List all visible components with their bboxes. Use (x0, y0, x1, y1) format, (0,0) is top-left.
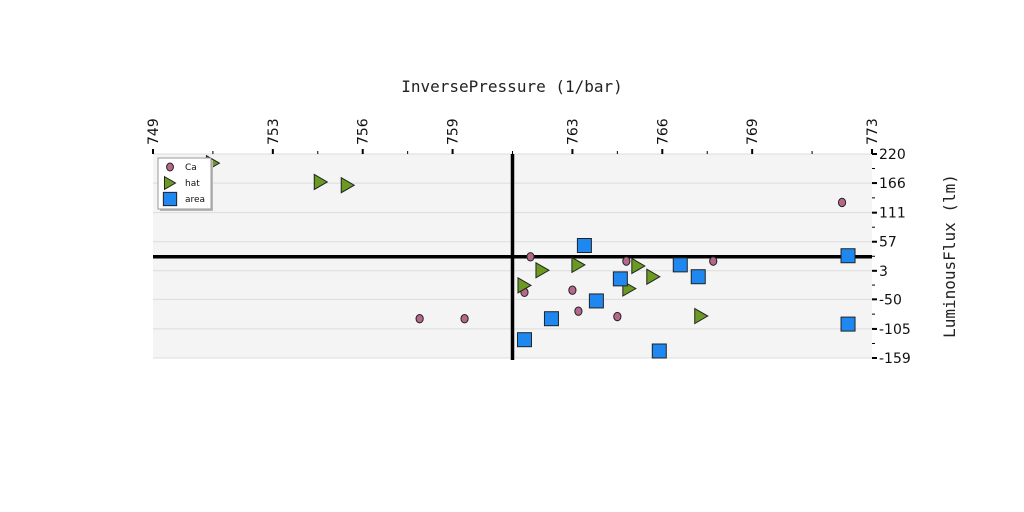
data-point-area (612, 271, 628, 287)
data-point-Ca (460, 314, 469, 324)
y-tick-label: 166 (879, 176, 906, 192)
data-point-area (690, 269, 706, 285)
axes: 220 166 111 57 3 -50 -105 -159 749 753 756 759 763 76… (146, 118, 911, 367)
data-point-hat (517, 276, 532, 294)
data-point-Ca (613, 311, 622, 322)
y-axis-title: LuminousFlux (lm) (940, 174, 959, 338)
x-tick-label: 753 (266, 118, 282, 145)
data-point-area (576, 238, 592, 254)
legend-marker-hat (163, 175, 177, 191)
data-point-Ca (837, 197, 847, 208)
data-point-hat (694, 307, 709, 325)
data-point-area (651, 343, 667, 359)
legend-label-Ca: Ca (185, 163, 197, 173)
data-point-hat (631, 257, 646, 275)
x-axis-title: InversePressure (1/bar) (401, 77, 623, 96)
x-tick-label: 769 (745, 118, 761, 145)
y-tick-label: -50 (879, 292, 902, 308)
data-points (205, 154, 856, 359)
x-tick-label: 756 (356, 118, 372, 145)
x-tick-label: 766 (655, 118, 671, 145)
y-tick-label: 57 (879, 235, 897, 251)
legend-label-hat: hat (185, 179, 200, 189)
x-tick-label: 759 (446, 118, 462, 145)
y-tick-label: 111 (879, 206, 906, 222)
legend-label-area: area (185, 195, 205, 205)
y-tick-label: -159 (879, 351, 911, 367)
data-point-Ca (574, 306, 583, 316)
y-tick-label: 3 (879, 264, 888, 280)
data-point-hat (646, 268, 661, 286)
y-tick-label: 220 (879, 147, 906, 163)
data-point-Ca (526, 252, 535, 262)
legend: Ca hat area (157, 157, 213, 211)
data-point-hat (313, 173, 329, 191)
data-point-area (840, 316, 856, 332)
legend-marker-Ca (166, 162, 174, 172)
data-point-hat (571, 256, 586, 274)
data-point-Ca (622, 256, 631, 266)
data-point-hat (340, 176, 356, 194)
data-point-Ca (568, 285, 577, 295)
data-point-Ca (415, 314, 424, 324)
x-tick-label: 763 (565, 118, 581, 145)
data-point-area (588, 293, 604, 309)
x-tick-label: 749 (146, 118, 162, 145)
data-point-area (543, 311, 559, 327)
data-point-area (516, 332, 532, 348)
y-tick-label: -105 (879, 322, 911, 338)
data-point-hat (535, 261, 550, 279)
reference-lines (153, 154, 872, 360)
data-point-Ca (709, 256, 718, 266)
x-tick-label: 773 (865, 118, 881, 145)
legend-marker-area (162, 191, 178, 207)
data-point-area (840, 248, 856, 264)
data-point-area (672, 257, 688, 273)
